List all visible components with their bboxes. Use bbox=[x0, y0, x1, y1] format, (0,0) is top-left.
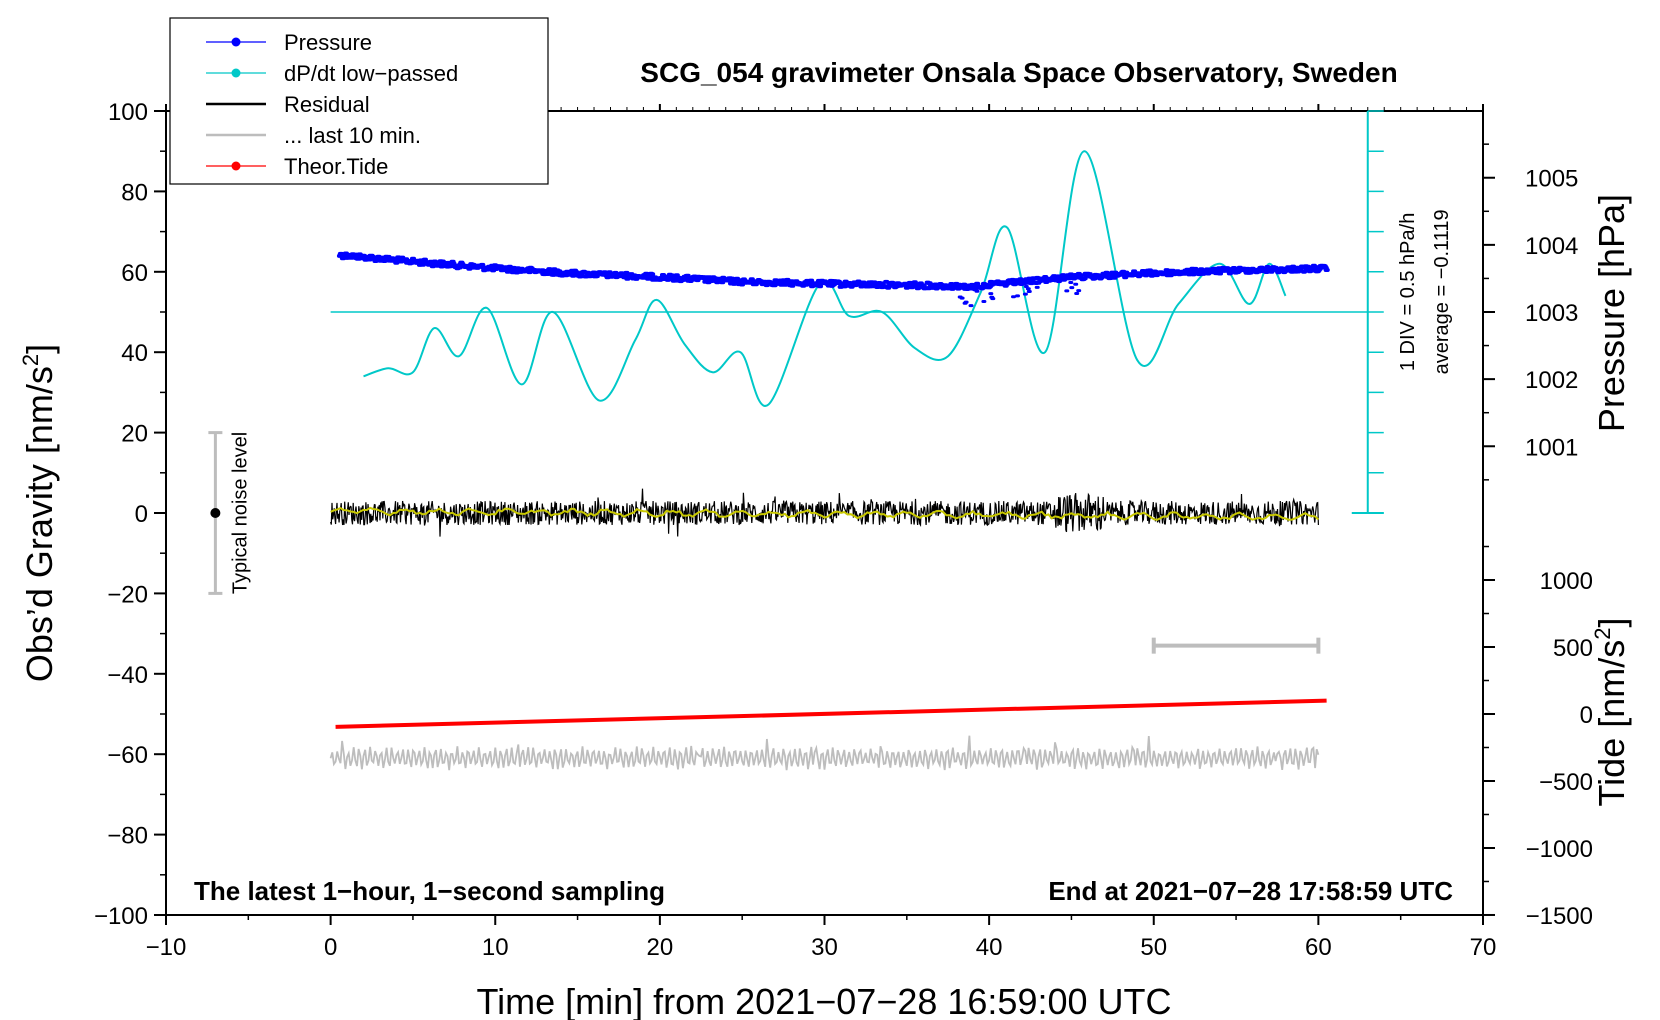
y-tick-label: 0 bbox=[135, 501, 148, 528]
legend-label: Residual bbox=[284, 92, 370, 117]
pressure-tick-label: 1004 bbox=[1525, 233, 1578, 260]
legend-label: dP/dt low−passed bbox=[284, 61, 458, 86]
y-axis-title-tide-end: ] bbox=[1591, 618, 1632, 628]
x-tick-label: 40 bbox=[976, 934, 1003, 961]
legend-marker bbox=[231, 37, 241, 47]
y-axis-title-gravity-end: ] bbox=[19, 344, 60, 354]
tide-tick-label: 1000 bbox=[1540, 568, 1593, 595]
y-axis-title-tide: Tide [nm/s2] bbox=[1590, 618, 1632, 807]
y-axis-title-gravity-sup: 2 bbox=[18, 354, 43, 366]
residual-series bbox=[330, 488, 1319, 537]
x-tick-label: 30 bbox=[811, 934, 838, 961]
scale-bar-label: 1 DIV = 0.5 hPa/h bbox=[1397, 213, 1419, 371]
legend-label: Pressure bbox=[284, 30, 372, 55]
y-axis-title-tide-sup: 2 bbox=[1590, 628, 1615, 640]
pressure-series bbox=[336, 251, 1330, 292]
pressure-tick-label: 1003 bbox=[1525, 300, 1578, 327]
tide-tick-label: −500 bbox=[1539, 769, 1593, 796]
noise-bar-center bbox=[210, 508, 221, 518]
tide-tick-label: 500 bbox=[1553, 635, 1593, 662]
noise-bar-label: Typical noise level bbox=[229, 432, 251, 594]
y-axis-title-gravity-main: Obs’d Gravity [nm/s bbox=[19, 366, 60, 682]
legend-label: Theor.Tide bbox=[284, 154, 388, 179]
legend-box bbox=[169, 17, 549, 185]
x-tick-label: −10 bbox=[146, 934, 187, 961]
y-tick-label: −80 bbox=[107, 823, 148, 850]
y-axis-title-tide-main: Tide [nm/s bbox=[1591, 640, 1632, 807]
y-tick-label: −40 bbox=[107, 662, 148, 689]
y-axis-gravity: −100 −80 −60 −40 −20 0 20 40 60 80 100 bbox=[94, 99, 166, 930]
legend-marker bbox=[231, 68, 241, 78]
y-tick-label: −20 bbox=[107, 581, 148, 608]
y-tick-label: 20 bbox=[121, 421, 148, 448]
annotation-layer: Typical noise level bbox=[208, 431, 1321, 654]
x-tick-label: 0 bbox=[324, 934, 337, 961]
y-tick-label: 80 bbox=[121, 179, 148, 206]
series-layer: 1 DIV = 0.5 hPa/h average = −0.1119 bbox=[329, 110, 1453, 771]
y-tick-label: 40 bbox=[121, 340, 148, 367]
x-axis-title: Time [min] from 2021−07−28 16:59:00 UTC bbox=[476, 981, 1171, 1020]
pressure-tick-label: 1005 bbox=[1525, 166, 1578, 193]
tide-tick-label: −1000 bbox=[1526, 836, 1593, 863]
x-tick-label: 70 bbox=[1470, 934, 1497, 961]
legend-label: ... last 10 min. bbox=[284, 123, 421, 148]
y-axis-title-pressure: Pressure [hPa] bbox=[1591, 194, 1632, 432]
chart-title: SCG_054 gravimeter Onsala Space Observat… bbox=[640, 57, 1397, 88]
x-tick-label: 50 bbox=[1140, 934, 1167, 961]
tide-tick-label: −1500 bbox=[1526, 903, 1593, 930]
last-10-min-series bbox=[329, 735, 1320, 771]
pressure-tick-label: 1002 bbox=[1525, 367, 1578, 394]
x-tick-label: 20 bbox=[647, 934, 674, 961]
x-tick-label: 60 bbox=[1305, 934, 1332, 961]
scale-bar-average-label: average = −0.1119 bbox=[1431, 209, 1453, 374]
legend-marker bbox=[231, 161, 241, 171]
y-tick-label: −100 bbox=[94, 903, 148, 930]
legend: Pressure dP/dt low−passed Residual ... last… bbox=[169, 17, 549, 185]
y-tick-label: 100 bbox=[108, 99, 148, 126]
theor-tide-line bbox=[335, 698, 1327, 729]
y-axis-pressure: 1001 1002 1003 1004 1005 bbox=[1483, 143, 1578, 481]
y-axis-tide: −1500 −1000 −500 0 500 1000 bbox=[1482, 111, 1593, 930]
dpdt-lowpassed-line bbox=[363, 150, 1287, 407]
pressure-tick-label: 1001 bbox=[1525, 434, 1578, 461]
bottom-right-note: End at 2021−07−28 17:58:59 UTC bbox=[1048, 876, 1453, 906]
y-tick-label: −60 bbox=[107, 742, 148, 769]
bottom-left-note: The latest 1−hour, 1−second sampling bbox=[194, 876, 665, 906]
x-axis: −10 0 10 20 30 40 50 60 70 bbox=[146, 104, 1497, 961]
y-axis-title-gravity: Obs’d Gravity [nm/s2] bbox=[18, 344, 60, 682]
x-tick-label: 10 bbox=[482, 934, 509, 961]
y-tick-label: 60 bbox=[121, 260, 148, 287]
tide-tick-label: 0 bbox=[1580, 702, 1593, 729]
residual-smoothed-series bbox=[330, 506, 1320, 521]
pressure-outliers bbox=[957, 281, 1082, 308]
